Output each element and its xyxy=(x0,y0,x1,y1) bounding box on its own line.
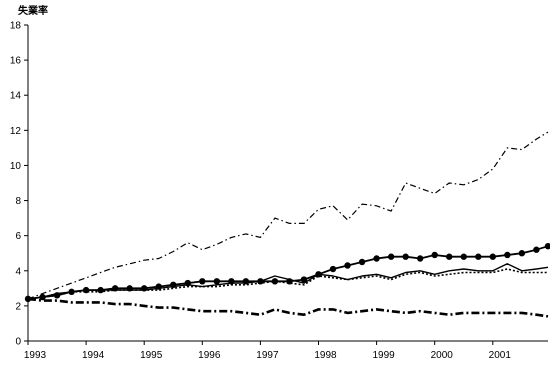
y-tick-label: 4 xyxy=(15,266,21,277)
series-line xyxy=(27,263,549,300)
data-point xyxy=(373,255,380,262)
y-tick-label: 2 xyxy=(15,301,21,312)
y-tick-label: 18 xyxy=(10,21,22,32)
data-point xyxy=(544,243,550,250)
series-5 xyxy=(27,297,549,318)
series-1 xyxy=(27,131,549,300)
data-point xyxy=(446,253,453,260)
x-tick-label: 1997 xyxy=(256,350,279,361)
data-point xyxy=(416,255,424,262)
data-point xyxy=(329,265,337,273)
x-tick-label: 1998 xyxy=(314,350,337,361)
x-tick-label: 1994 xyxy=(82,350,105,361)
data-point xyxy=(402,253,409,260)
data-point xyxy=(358,258,366,266)
x-tick-label: 2000 xyxy=(431,350,454,361)
data-point xyxy=(460,253,467,260)
x-tick-label: 1993 xyxy=(24,350,47,361)
y-tick-label: 16 xyxy=(10,56,22,67)
data-point xyxy=(431,251,438,259)
data-point xyxy=(387,253,395,260)
x-tick-label: 1999 xyxy=(372,350,395,361)
x-axis-ticks: 1993 1994 1995 1996 1997 1998 1999 2000 2001 xyxy=(24,341,511,361)
data-point xyxy=(518,250,526,257)
series-line xyxy=(27,131,549,300)
y-axis-ticks: 0 2 4 6 8 10 12 14 16 18 xyxy=(10,21,28,348)
data-point xyxy=(504,251,511,259)
x-tick-label: 1995 xyxy=(140,350,163,361)
y-tick-label: 8 xyxy=(15,196,21,207)
y-tick-label: 10 xyxy=(10,161,22,172)
x-tick-label: 1996 xyxy=(198,350,221,361)
data-point xyxy=(475,253,482,260)
data-point xyxy=(533,246,540,253)
data-point xyxy=(300,276,308,283)
data-point xyxy=(199,278,206,285)
series-line xyxy=(27,297,549,318)
data-point xyxy=(213,278,221,285)
x-tick-label: 2001 xyxy=(489,350,512,361)
y-tick-label: 12 xyxy=(10,126,22,137)
y-tick-label: 0 xyxy=(15,337,21,348)
series-3 xyxy=(27,263,549,300)
series-layer xyxy=(24,131,550,318)
y-tick-label: 6 xyxy=(15,231,21,242)
data-point xyxy=(344,262,351,269)
y-axis-label: 失業率 xyxy=(18,4,48,17)
y-tick-label: 14 xyxy=(10,91,22,102)
data-point xyxy=(489,253,497,260)
